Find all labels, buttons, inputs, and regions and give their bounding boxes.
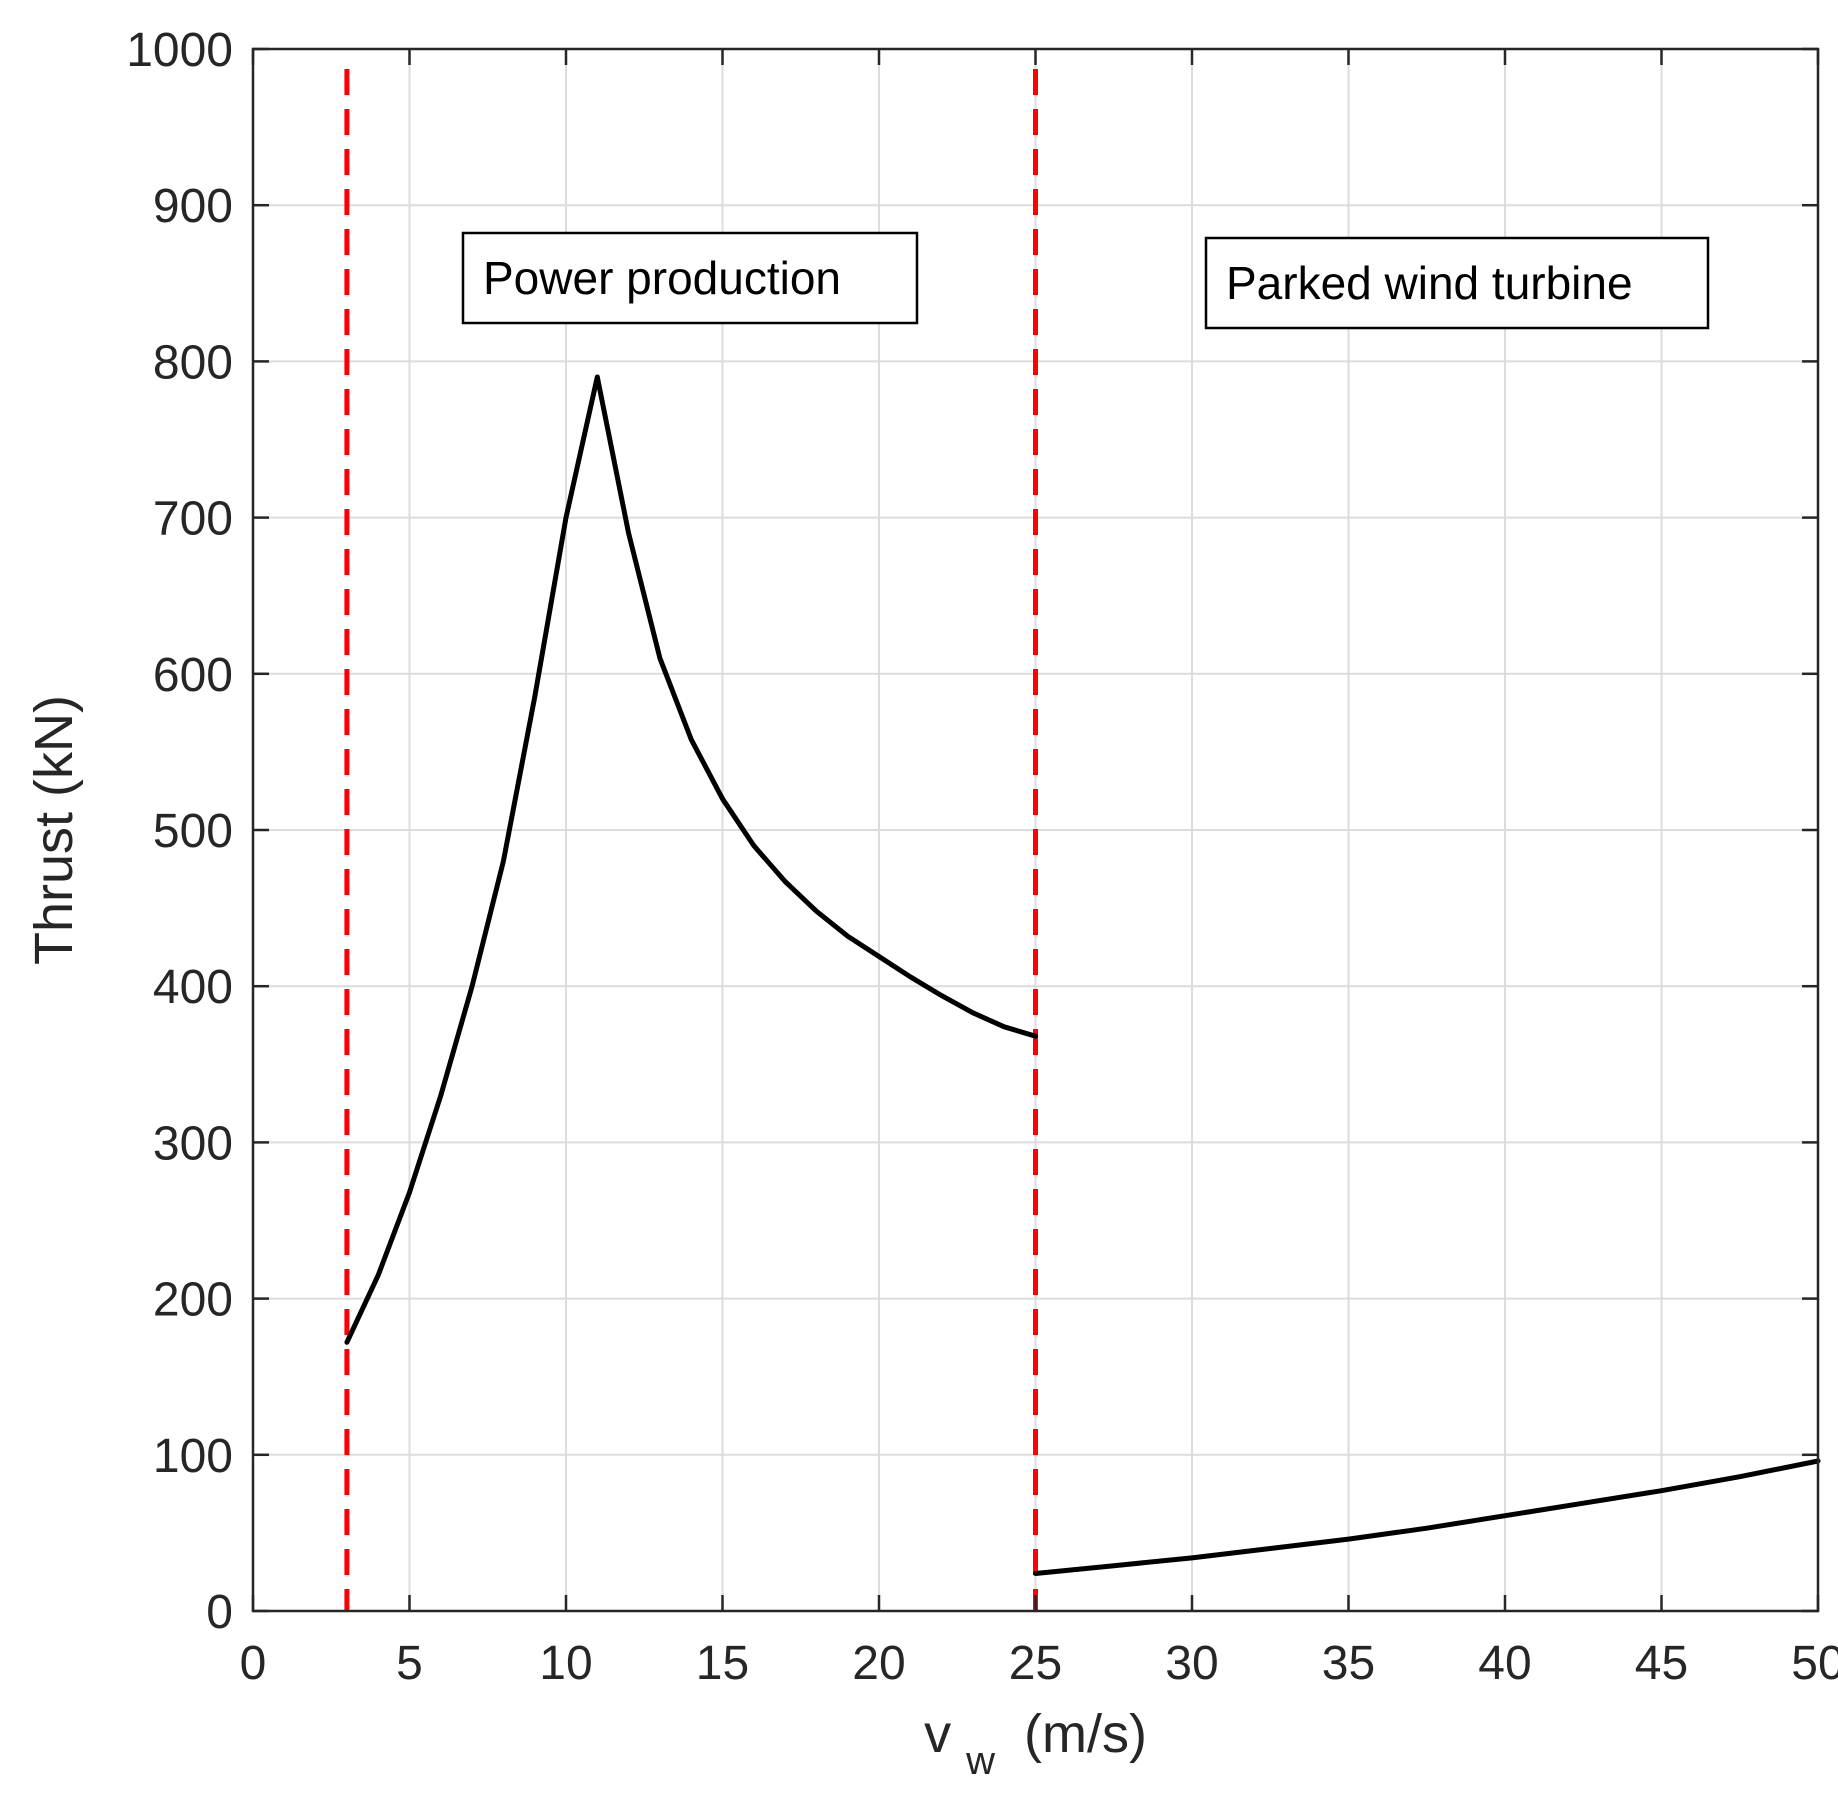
y-tick-label: 400: [153, 961, 233, 1014]
x-tick-label: 15: [696, 1637, 749, 1690]
annotation-frame: [461, 231, 919, 325]
series-line-2: [1033, 1458, 1821, 1576]
x-axis-label-sub: w: [965, 1739, 995, 1783]
x-axis-label: v w (m/s): [924, 1704, 1147, 1786]
tick-layer: 0 5 10 15 20 25 30 35 40 45 5001002003004005006007…: [126, 24, 1838, 1690]
y-tick-label: 800: [153, 336, 233, 389]
y-tick-label: 500: [153, 805, 233, 858]
x-axis-label-main: v: [924, 1704, 951, 1764]
x-tick-label: 10: [539, 1637, 592, 1690]
x-tick-label: 30: [1165, 1637, 1218, 1690]
x-tick-label: 35: [1322, 1637, 1375, 1690]
y-tick-label: 100: [153, 1430, 233, 1483]
x-tick-label: 20: [852, 1637, 905, 1690]
x-axis-label-unit: (m/s): [1024, 1704, 1147, 1764]
x-tick-label: 0: [240, 1637, 267, 1690]
series-layer: [344, 374, 1821, 1576]
annotation-text: Parked wind turbine: [1226, 257, 1633, 309]
x-tick-label: 40: [1478, 1637, 1531, 1690]
annotation-layer: Power production Parked wind turbine: [461, 231, 1710, 330]
series-line-1: [344, 374, 1038, 1345]
y-tick-label: 600: [153, 649, 233, 702]
y-tick-label: 900: [153, 180, 233, 233]
y-axis-label: Thrust (kN): [24, 695, 84, 965]
annotation-box-1: Power production: [461, 231, 919, 325]
annotation-frame: [1204, 236, 1710, 330]
y-tick-label: 1000: [126, 24, 233, 77]
vertical-markers: [344, 69, 1038, 1611]
y-tick-label: 0: [206, 1586, 233, 1639]
y-tick-label: 300: [153, 1117, 233, 1170]
x-tick-label: 50: [1791, 1637, 1838, 1690]
x-tick-label: 5: [396, 1637, 423, 1690]
annotation-box-2: Parked wind turbine: [1204, 236, 1710, 330]
x-tick-label: 45: [1635, 1637, 1688, 1690]
y-tick-label: 700: [153, 493, 233, 546]
y-tick-label: 200: [153, 1274, 233, 1327]
x-tick-label: 25: [1009, 1637, 1062, 1690]
annotation-text: Power production: [483, 252, 841, 304]
